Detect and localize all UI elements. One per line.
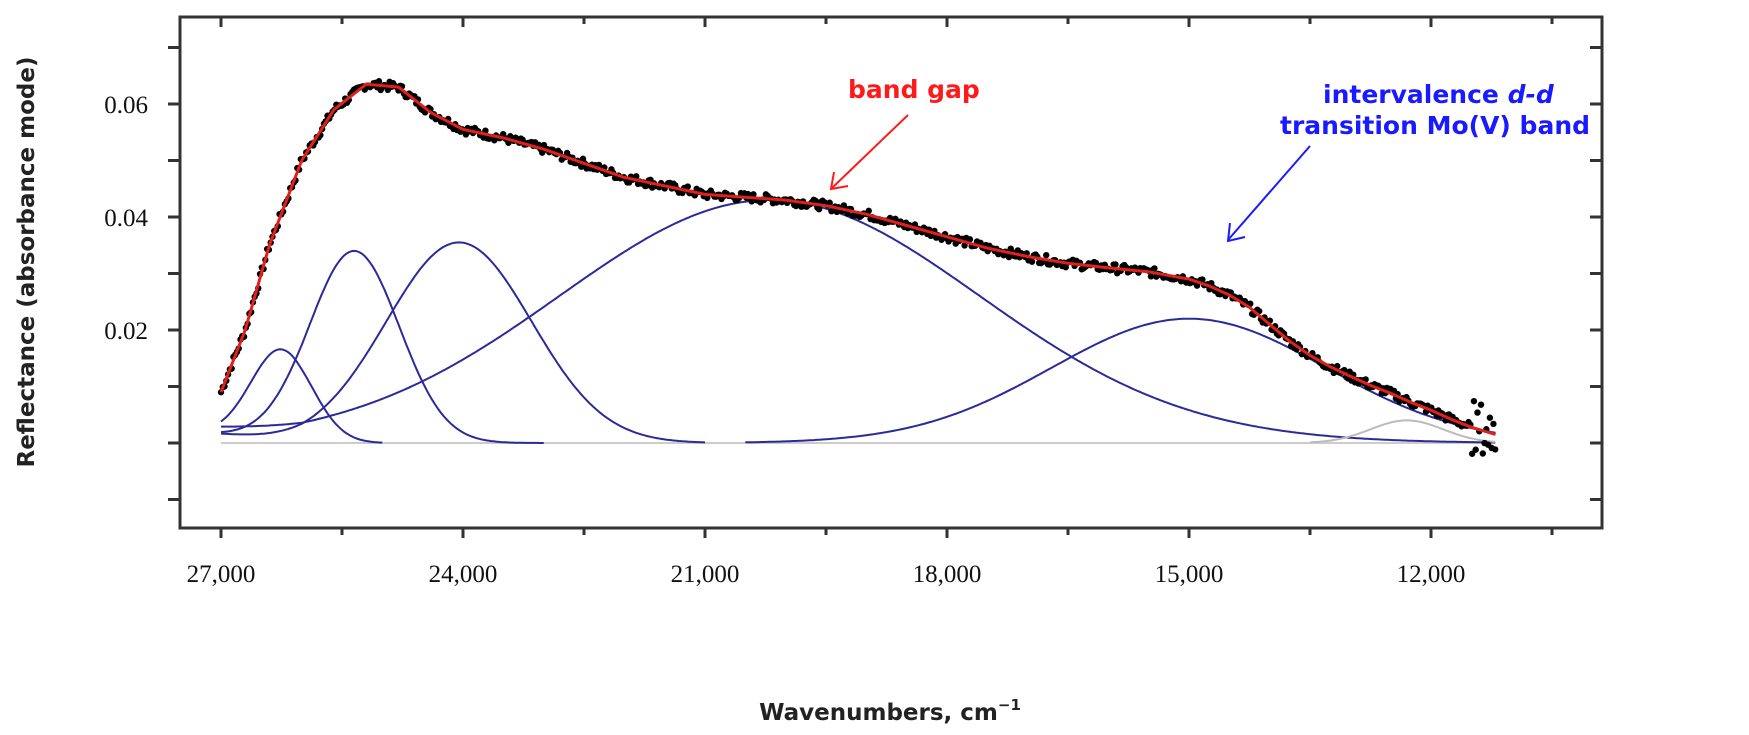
component-band-1: [220, 348, 383, 444]
data-point: [815, 206, 823, 213]
x-tick-label: 27,000: [187, 561, 256, 588]
y-axis-title: Reflectance (absorbance mode): [14, 57, 40, 468]
data-point: [1147, 273, 1155, 280]
data-point: [1477, 401, 1485, 408]
y-tick-labels: 0.02 0.04 0.06: [104, 92, 148, 345]
intervalence-annotation: intervalence d-d transition Mo(V) band: [1226, 80, 1590, 243]
x-tick-labels: 27,000 24,000 21,000 18,000 15,000 12,000: [187, 561, 1466, 588]
data-point: [1486, 414, 1494, 421]
component-band-5: [745, 317, 1496, 444]
band-gap-arrow: [831, 114, 909, 189]
band-gap-annotation: band gap: [829, 75, 980, 191]
x-axis-title: Wavenumbers, cm−1: [759, 696, 1021, 726]
data-point: [375, 78, 383, 85]
component-band-2: [220, 249, 544, 444]
data-point: [633, 173, 640, 180]
data-point: [1479, 450, 1486, 457]
data-point: [1490, 420, 1497, 428]
data-point: [1043, 251, 1050, 259]
data-point: [1028, 258, 1036, 265]
fit-curve: [219, 82, 1496, 436]
x-tick-label: 18,000: [913, 561, 982, 588]
y-tick-label: 0.06: [104, 92, 148, 119]
data-point: [684, 183, 691, 190]
data-point: [1472, 446, 1479, 453]
plot-marks: [217, 78, 1499, 457]
y-tick-label: 0.02: [104, 318, 148, 345]
data-point: [812, 197, 819, 205]
component-band-3: [220, 241, 706, 444]
data-point: [966, 236, 974, 243]
intervalence-label-line1: intervalence d-d: [1323, 80, 1555, 109]
data-point: [1112, 261, 1119, 268]
data-point: [1492, 446, 1499, 453]
data-point: [865, 207, 872, 215]
component-band-4: [221, 199, 1496, 444]
data-point: [1199, 276, 1206, 283]
x-tick-label: 15,000: [1155, 561, 1224, 588]
data-point: [750, 191, 757, 198]
intervalence-arrowhead: [1226, 222, 1246, 243]
x-tick-label: 24,000: [429, 561, 498, 588]
intervalence-label-line2: transition Mo(V) band: [1280, 111, 1590, 140]
data-point: [1474, 409, 1481, 416]
component-band-6: [1309, 419, 1496, 444]
data-point: [1151, 265, 1158, 272]
data-point: [704, 194, 711, 202]
data-point: [961, 242, 968, 249]
band-gap-arrowhead: [829, 171, 849, 191]
x-tick-label: 12,000: [1397, 561, 1466, 588]
y-tick-label: 0.04: [104, 205, 148, 232]
x-tick-label: 21,000: [671, 561, 740, 588]
data-point: [1092, 259, 1100, 267]
intervalence-arrow: [1227, 145, 1311, 241]
band-gap-label: band gap: [848, 75, 980, 104]
data-point: [826, 199, 833, 206]
axis-ticks: [168, 17, 1602, 538]
data-point: [1470, 397, 1478, 405]
data-point: [1005, 253, 1013, 261]
